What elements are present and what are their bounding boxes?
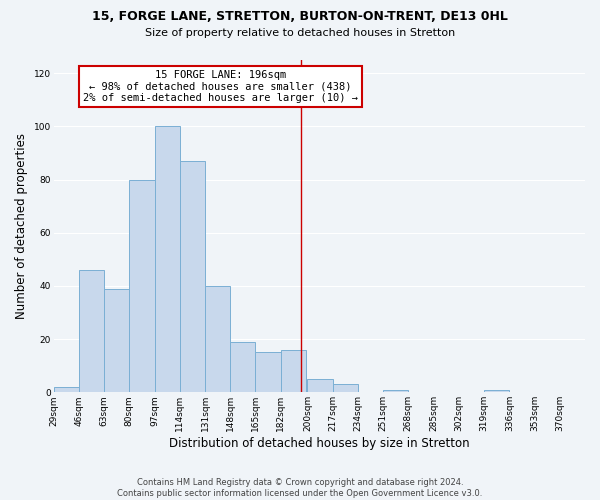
Y-axis label: Number of detached properties: Number of detached properties	[15, 133, 28, 319]
Bar	[256, 352, 281, 393]
Bar	[180, 161, 205, 392]
Text: 15, FORGE LANE, STRETTON, BURTON-ON-TRENT, DE13 0HL: 15, FORGE LANE, STRETTON, BURTON-ON-TREN…	[92, 10, 508, 23]
Bar	[129, 180, 155, 392]
Bar	[230, 342, 256, 392]
Bar	[205, 286, 230, 393]
Bar	[53, 387, 79, 392]
Bar	[281, 350, 306, 393]
Text: Size of property relative to detached houses in Stretton: Size of property relative to detached ho…	[145, 28, 455, 38]
X-axis label: Distribution of detached houses by size in Stretton: Distribution of detached houses by size …	[169, 437, 470, 450]
Text: Contains HM Land Registry data © Crown copyright and database right 2024.
Contai: Contains HM Land Registry data © Crown c…	[118, 478, 482, 498]
Bar	[79, 270, 104, 392]
Bar	[383, 390, 409, 392]
Text: 15 FORGE LANE: 196sqm
← 98% of detached houses are smaller (438)
2% of semi-deta: 15 FORGE LANE: 196sqm ← 98% of detached …	[83, 70, 358, 103]
Bar	[332, 384, 358, 392]
Bar	[155, 126, 180, 392]
Bar	[484, 390, 509, 392]
Bar	[307, 379, 332, 392]
Bar	[104, 288, 129, 393]
